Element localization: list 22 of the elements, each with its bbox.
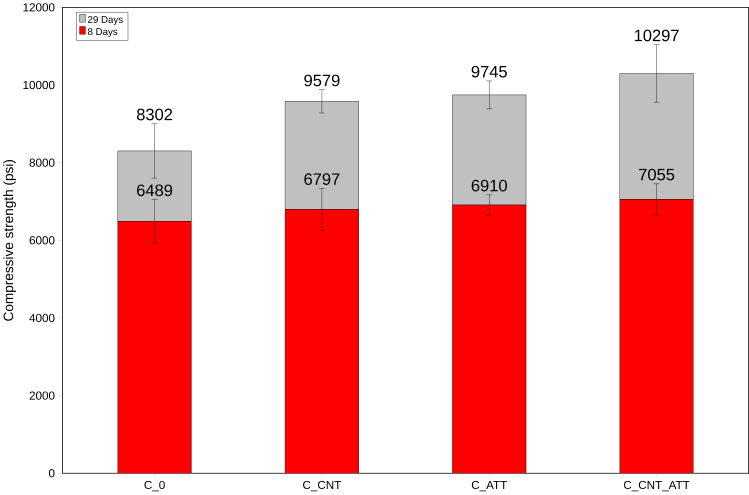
data-label: 7055: [639, 168, 674, 181]
y-tick-label: 8000: [30, 158, 55, 168]
data-label: 6489: [137, 184, 172, 196]
legend-label: 8 Days: [88, 28, 118, 38]
y-tick-label: 6000: [30, 236, 55, 245]
x-tick-label: C_ATT: [472, 481, 507, 492]
total-label: 10297: [634, 30, 679, 42]
legend-label: 29 Days: [88, 16, 123, 26]
x-tick-label: C_CNT_ATT: [624, 481, 690, 492]
data-label: 6910: [472, 180, 507, 192]
total-label: 9579: [304, 74, 340, 87]
x-tick-label: C_CNT: [303, 481, 342, 492]
y-axis-title: Compressive strength (psi): [3, 160, 16, 322]
y-tick-label: 4000: [29, 314, 55, 322]
total-label: 9745: [472, 66, 507, 78]
y-tick-label: 2000: [30, 392, 55, 400]
y-tick-label: 10000: [23, 81, 55, 90]
total-label: 8302: [136, 108, 172, 121]
x-tick-label: C_0: [144, 481, 165, 492]
y-tick-label: 12000: [23, 3, 55, 12]
y-tick-label: 0: [48, 469, 55, 478]
data-label: 6797: [304, 174, 340, 186]
